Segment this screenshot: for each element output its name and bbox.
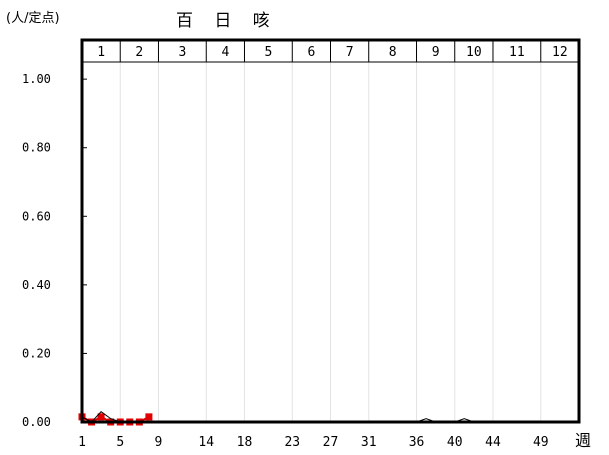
- x-tick-label: 49: [533, 435, 549, 450]
- x-tick-label: 5: [116, 435, 124, 450]
- x-tick-label: 31: [361, 435, 377, 450]
- month-label: 8: [389, 45, 397, 60]
- x-axis-label: 週: [575, 431, 591, 450]
- month-row: 1 2 3 4 5 6 7 8 9 10 11 12: [82, 40, 579, 63]
- y-tick-label: 0.80: [22, 141, 51, 155]
- plot-frame: [80, 38, 581, 424]
- month-label: 12: [552, 45, 568, 60]
- month-label: 9: [432, 45, 440, 60]
- x-axis: 1 5 9 14 18 23 27 31 36 40 44 49: [78, 435, 549, 450]
- x-tick-label: 23: [284, 435, 300, 450]
- month-label: 2: [135, 45, 143, 60]
- month-label: 1: [97, 45, 105, 60]
- y-tick-label: 0.60: [22, 209, 51, 223]
- x-tick-label: 44: [485, 435, 501, 450]
- y-tick-label: 0.00: [22, 415, 51, 429]
- x-tick-label: 9: [155, 435, 163, 450]
- series-line: [81, 411, 570, 423]
- x-tick-label: 18: [237, 435, 253, 450]
- month-label: 10: [466, 45, 482, 60]
- chart-title: 百 日 咳: [176, 11, 278, 31]
- y-axis: 1.00 0.80 0.60 0.40 0.20 0.00: [22, 72, 87, 429]
- y-tick-label: 1.00: [22, 72, 51, 86]
- y-tick-label: 0.40: [22, 278, 51, 292]
- series-point: [97, 413, 105, 421]
- x-tick-label: 36: [409, 435, 425, 450]
- x-tick-label: 40: [447, 435, 463, 450]
- x-tick-label: 1: [78, 435, 86, 450]
- x-tick-label: 14: [198, 435, 214, 450]
- month-label: 4: [221, 45, 229, 60]
- series-point: [145, 413, 153, 421]
- month-label: 7: [346, 45, 354, 60]
- month-label: 3: [178, 45, 186, 60]
- grid: [119, 62, 542, 422]
- x-tick-label: 27: [323, 435, 339, 450]
- month-label: 6: [307, 45, 315, 60]
- month-label: 11: [509, 45, 525, 60]
- unit-label: (人/定点): [6, 11, 60, 26]
- y-tick-label: 0.20: [22, 346, 51, 360]
- month-label: 5: [264, 45, 272, 60]
